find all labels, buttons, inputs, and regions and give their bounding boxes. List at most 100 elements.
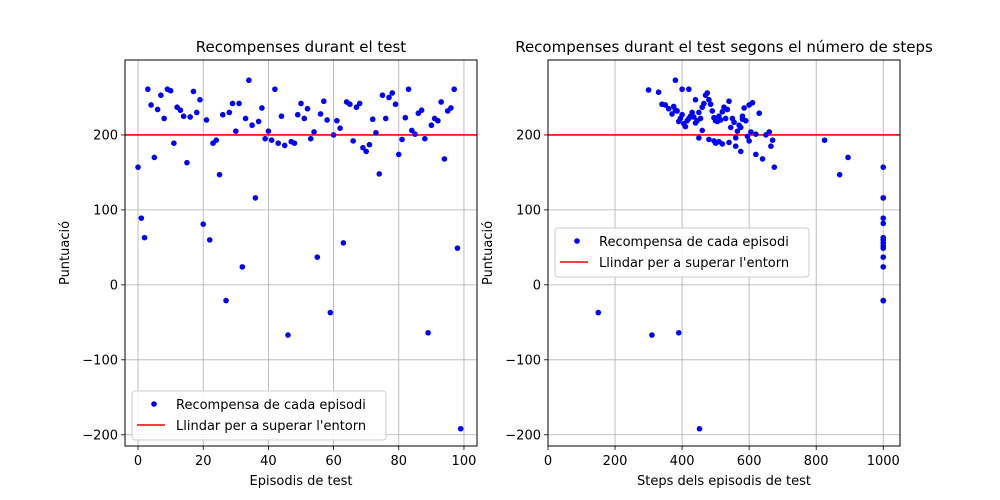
right-data-point [732, 135, 739, 141]
left-y-axis-label: Puntuació [58, 221, 73, 285]
right-data-point [679, 86, 685, 93]
right-chart: Recompenses durant el test segons el núm… [481, 38, 933, 489]
left-chart-title: Recompenses durant el test [196, 38, 407, 56]
left-data-point [307, 135, 314, 142]
left-data-point [301, 115, 308, 122]
left-data-point [369, 116, 376, 123]
left-data-point [402, 114, 409, 121]
left-data-point [213, 137, 220, 143]
right-data-point [649, 332, 655, 338]
left-data-point [428, 122, 435, 129]
right-x-tick-label: 400 [670, 454, 695, 469]
left-data-point [409, 127, 415, 134]
left-x-tick-label: 40 [260, 454, 277, 469]
left-data-point [135, 164, 141, 170]
right-data-point [756, 110, 762, 117]
left-data-point [226, 109, 233, 116]
right-data-point [706, 96, 712, 103]
left-data-point [275, 140, 281, 146]
right-x-axis-label: Steps dels episodis de test [637, 474, 811, 489]
right-data-point [734, 128, 741, 135]
left-data-point [193, 109, 200, 116]
right-data-point [706, 136, 712, 143]
left-data-point [405, 86, 412, 93]
left-data-point [399, 136, 405, 143]
right-y-tick-label: 100 [516, 203, 541, 218]
left-data-point [379, 92, 386, 99]
left-data-point [278, 113, 285, 120]
left-x-tick-label: 100 [452, 454, 477, 469]
left-data-point [389, 90, 396, 96]
right-x-tick-label: 0 [544, 454, 552, 469]
left-data-point [249, 122, 255, 129]
right-data-point [717, 117, 724, 123]
right-data-point [662, 102, 669, 108]
right-data-point [880, 264, 887, 270]
right-data-point [689, 109, 695, 116]
left-data-point [350, 138, 356, 144]
right-y-tick-label: −200 [505, 428, 541, 443]
left-data-point [158, 92, 164, 99]
left-data-point [259, 105, 265, 111]
right-data-point [682, 123, 689, 130]
right-data-point [696, 425, 703, 432]
left-y-tick-label: 200 [93, 128, 118, 143]
left-data-point [298, 100, 304, 107]
right-data-point [669, 111, 675, 117]
left-data-point [233, 128, 239, 135]
left-legend-label-points: Recompensa de cada episodi [176, 398, 366, 413]
right-legend: Recompensa de cada episodi Llindar per a… [554, 227, 810, 278]
left-data-point [154, 106, 161, 113]
right-x-tick-label: 200 [603, 454, 628, 469]
left-data-point [457, 425, 464, 432]
right-data-points [595, 77, 887, 432]
left-data-point [151, 154, 158, 161]
right-data-point [759, 156, 766, 162]
left-data-point [317, 111, 324, 117]
left-data-point [422, 135, 428, 142]
right-data-point [845, 154, 851, 161]
left-data-point [291, 140, 298, 146]
left-data-point [141, 234, 148, 241]
left-data-point [161, 115, 167, 122]
left-data-point [167, 87, 174, 94]
right-data-point [880, 195, 887, 201]
right-data-point [748, 129, 754, 135]
left-data-point [327, 309, 334, 316]
left-data-point [239, 264, 246, 270]
right-data-point [769, 137, 776, 143]
right-y-tick-label: 0 [533, 278, 541, 293]
left-data-point [425, 330, 431, 336]
left-data-point [304, 105, 311, 112]
right-data-point [746, 138, 752, 144]
left-data-point [206, 237, 213, 243]
right-data-point [696, 109, 702, 116]
left-data-point [412, 131, 418, 138]
right-data-point [704, 90, 711, 96]
left-data-point [177, 107, 184, 114]
right-data-point [753, 151, 759, 158]
right-data-point [727, 124, 734, 131]
left-data-point [229, 100, 236, 107]
right-data-point [766, 129, 773, 135]
left-data-point [148, 102, 154, 108]
left-data-point [438, 99, 444, 105]
left-data-point [268, 137, 275, 143]
left-data-point [330, 132, 337, 138]
left-data-point [314, 254, 321, 260]
right-data-point [771, 164, 778, 170]
left-data-point [386, 94, 392, 101]
left-data-point [246, 77, 252, 84]
left-data-point [334, 117, 340, 124]
left-data-point [200, 221, 207, 227]
right-data-point [691, 114, 697, 120]
right-data-point [674, 108, 680, 114]
left-data-point [353, 104, 360, 111]
left-legend: Recompensa de cada episodi Llindar per a… [131, 390, 387, 441]
right-data-point [737, 148, 744, 155]
left-data-point [366, 141, 373, 148]
left-data-point [252, 195, 259, 201]
right-data-point [880, 245, 887, 251]
right-x-ticks: 0 200 400 600 800 1000 [544, 446, 900, 469]
right-data-point [836, 171, 843, 178]
